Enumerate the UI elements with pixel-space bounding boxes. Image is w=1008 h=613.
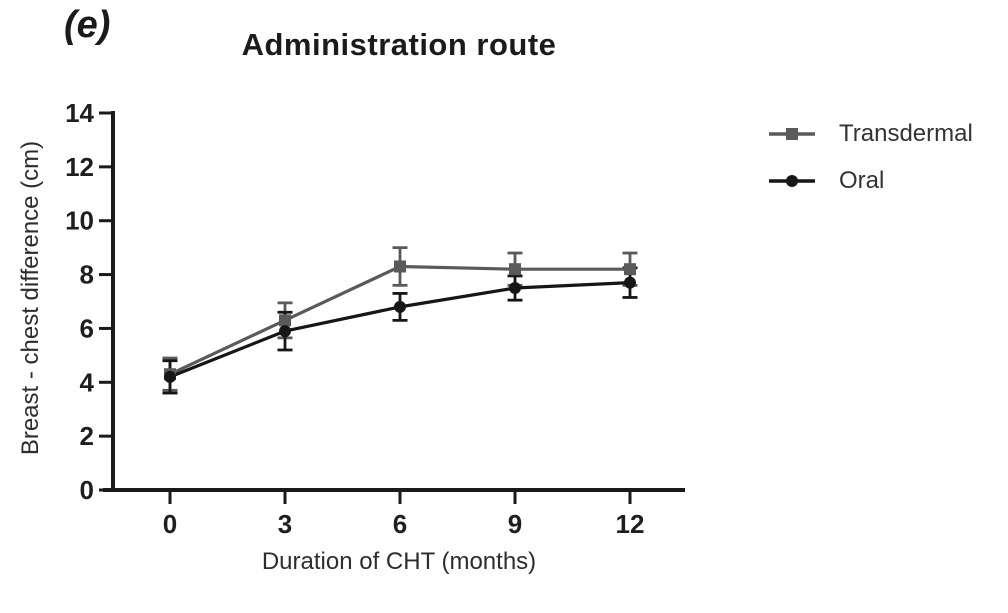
x-tick-label-12: 12	[616, 509, 645, 539]
y-tick-label-4: 4	[80, 367, 95, 397]
x-tick-label-6: 6	[393, 509, 407, 539]
x-tick-label-0: 0	[163, 509, 177, 539]
data-point-square	[624, 263, 636, 276]
y-tick-label-8: 8	[80, 260, 94, 290]
series-markers-transdermal	[164, 260, 636, 381]
transdermal-line-square-icon	[769, 128, 815, 140]
series-markers-oral	[164, 276, 636, 383]
y-tick-label-12: 12	[65, 152, 94, 182]
data-point-circle	[624, 276, 636, 289]
data-point-square	[509, 263, 521, 276]
x-tick-label-9: 9	[508, 509, 522, 539]
x-tick-label-3: 3	[278, 509, 292, 539]
y-tick-label-6: 6	[80, 313, 94, 343]
panel-label: (e)	[64, 4, 111, 46]
legend-item-oral: Oral	[768, 159, 973, 203]
legend-item-transdermal: Transdermal	[768, 112, 973, 156]
y-tick-label-10: 10	[65, 206, 94, 236]
data-point-square	[394, 260, 406, 273]
data-point-circle	[279, 325, 291, 338]
x-axis-title: Duration of CHT (months)	[261, 548, 537, 575]
data-point-square	[279, 314, 291, 327]
legend-label-transdermal: Transdermal	[839, 120, 973, 147]
y-tick-label-14: 14	[65, 98, 94, 128]
data-point-circle	[509, 282, 521, 295]
data-point-circle	[394, 300, 406, 313]
legend: Transdermal Oral	[768, 112, 973, 203]
y-tick-label-2: 2	[80, 421, 94, 451]
oral-line-circle-icon	[769, 175, 815, 187]
y-tick-label-0: 0	[80, 475, 94, 505]
data-point-circle	[164, 370, 176, 383]
legend-label-oral: Oral	[839, 167, 885, 194]
chart-title: Administration route	[241, 27, 557, 62]
